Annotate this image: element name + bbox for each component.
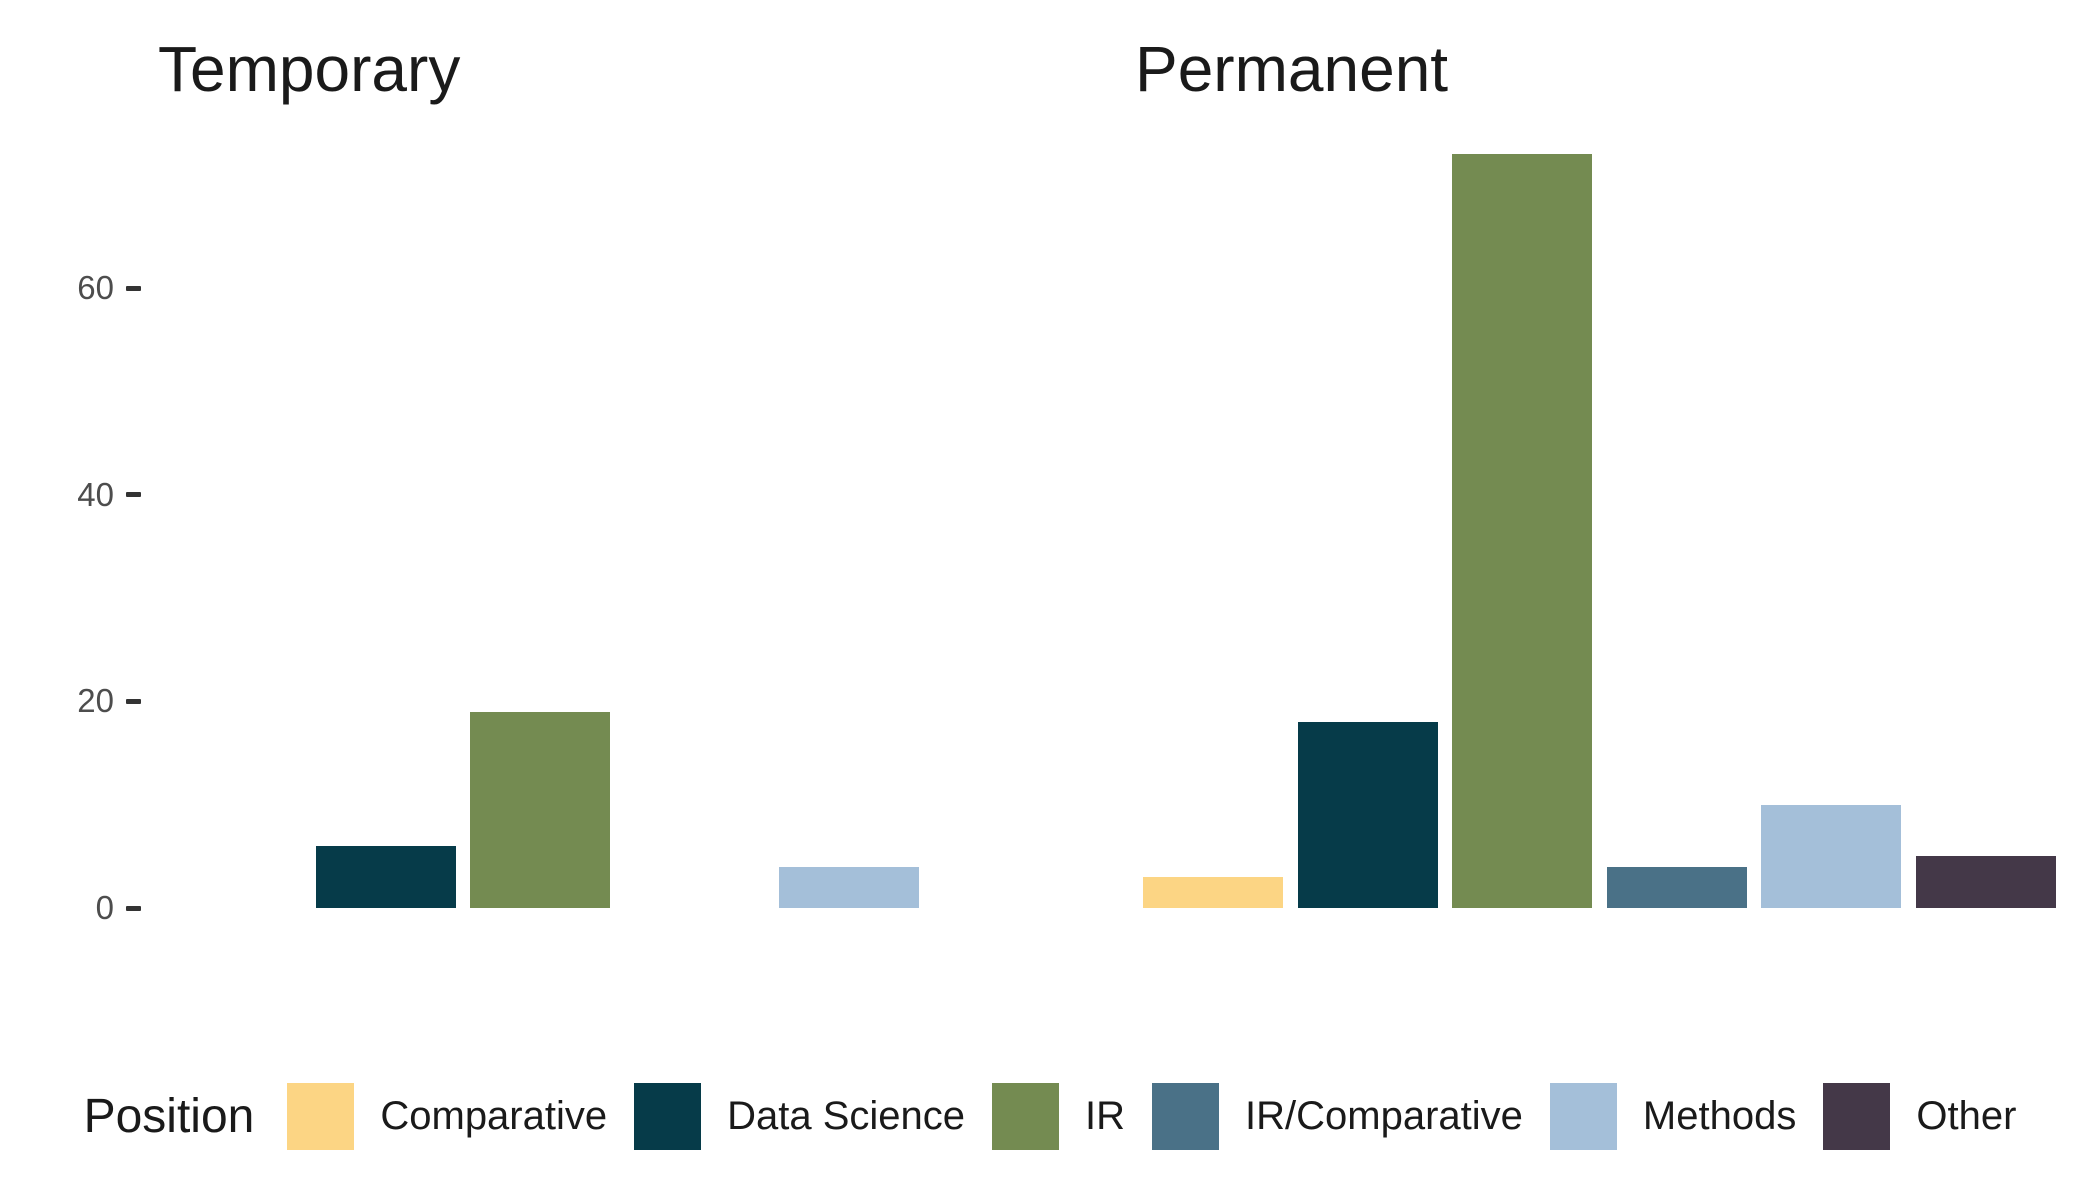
facet-title-temporary: Temporary bbox=[158, 33, 461, 105]
legend-item-data-science: Data Science bbox=[634, 1082, 966, 1150]
legend-swatch bbox=[992, 1082, 1060, 1150]
facet-title-permanent: Permanent bbox=[1135, 33, 1449, 105]
bar-temporary-data-science bbox=[315, 846, 456, 908]
legend-label: Methods bbox=[1642, 1093, 1797, 1138]
legend-item-ir: IR bbox=[992, 1082, 1126, 1150]
legend-label: IR/Comparative bbox=[1245, 1093, 1523, 1138]
legend-item-comparative: Comparative bbox=[287, 1082, 608, 1150]
y-tick-label: 0 bbox=[95, 889, 114, 926]
y-tick-label: 60 bbox=[77, 269, 114, 307]
legend: Position Comparative Data Science IR IR/Com… bbox=[0, 1080, 2100, 1152]
bar-permanent-methods bbox=[1761, 804, 1902, 908]
y-tick-mark bbox=[126, 492, 141, 498]
bar-permanent-ir bbox=[1452, 153, 1593, 908]
bar-temporary-ir bbox=[470, 711, 611, 908]
bar-temporary-methods bbox=[779, 866, 920, 908]
legend-item-ir-comparative: IR/Comparative bbox=[1152, 1082, 1523, 1150]
legend-item-other: Other bbox=[1823, 1082, 2017, 1150]
legend-title: Position bbox=[83, 1089, 255, 1143]
bar-permanent-data-science bbox=[1297, 722, 1438, 908]
y-tick-mark bbox=[126, 698, 141, 704]
bar-permanent-other bbox=[1916, 856, 2056, 908]
legend-swatch bbox=[1823, 1082, 1891, 1150]
legend-label: Comparative bbox=[380, 1093, 608, 1138]
legend-swatch bbox=[1152, 1082, 1220, 1150]
legend-item-methods: Methods bbox=[1549, 1082, 1797, 1150]
legend-label: Data Science bbox=[727, 1093, 966, 1138]
legend-swatch bbox=[287, 1082, 355, 1150]
legend-swatch bbox=[634, 1082, 702, 1150]
y-tick-mark bbox=[126, 285, 141, 291]
bar-permanent-comparative bbox=[1143, 877, 1283, 908]
legend-swatch bbox=[1549, 1082, 1617, 1150]
y-tick-label: 40 bbox=[77, 475, 114, 513]
legend-label: Other bbox=[1916, 1093, 2017, 1138]
y-tick-mark bbox=[126, 905, 141, 911]
legend-label: IR bbox=[1085, 1093, 1126, 1138]
bar-permanent-ir-comparative bbox=[1606, 866, 1747, 908]
y-tick-label: 20 bbox=[77, 682, 114, 720]
